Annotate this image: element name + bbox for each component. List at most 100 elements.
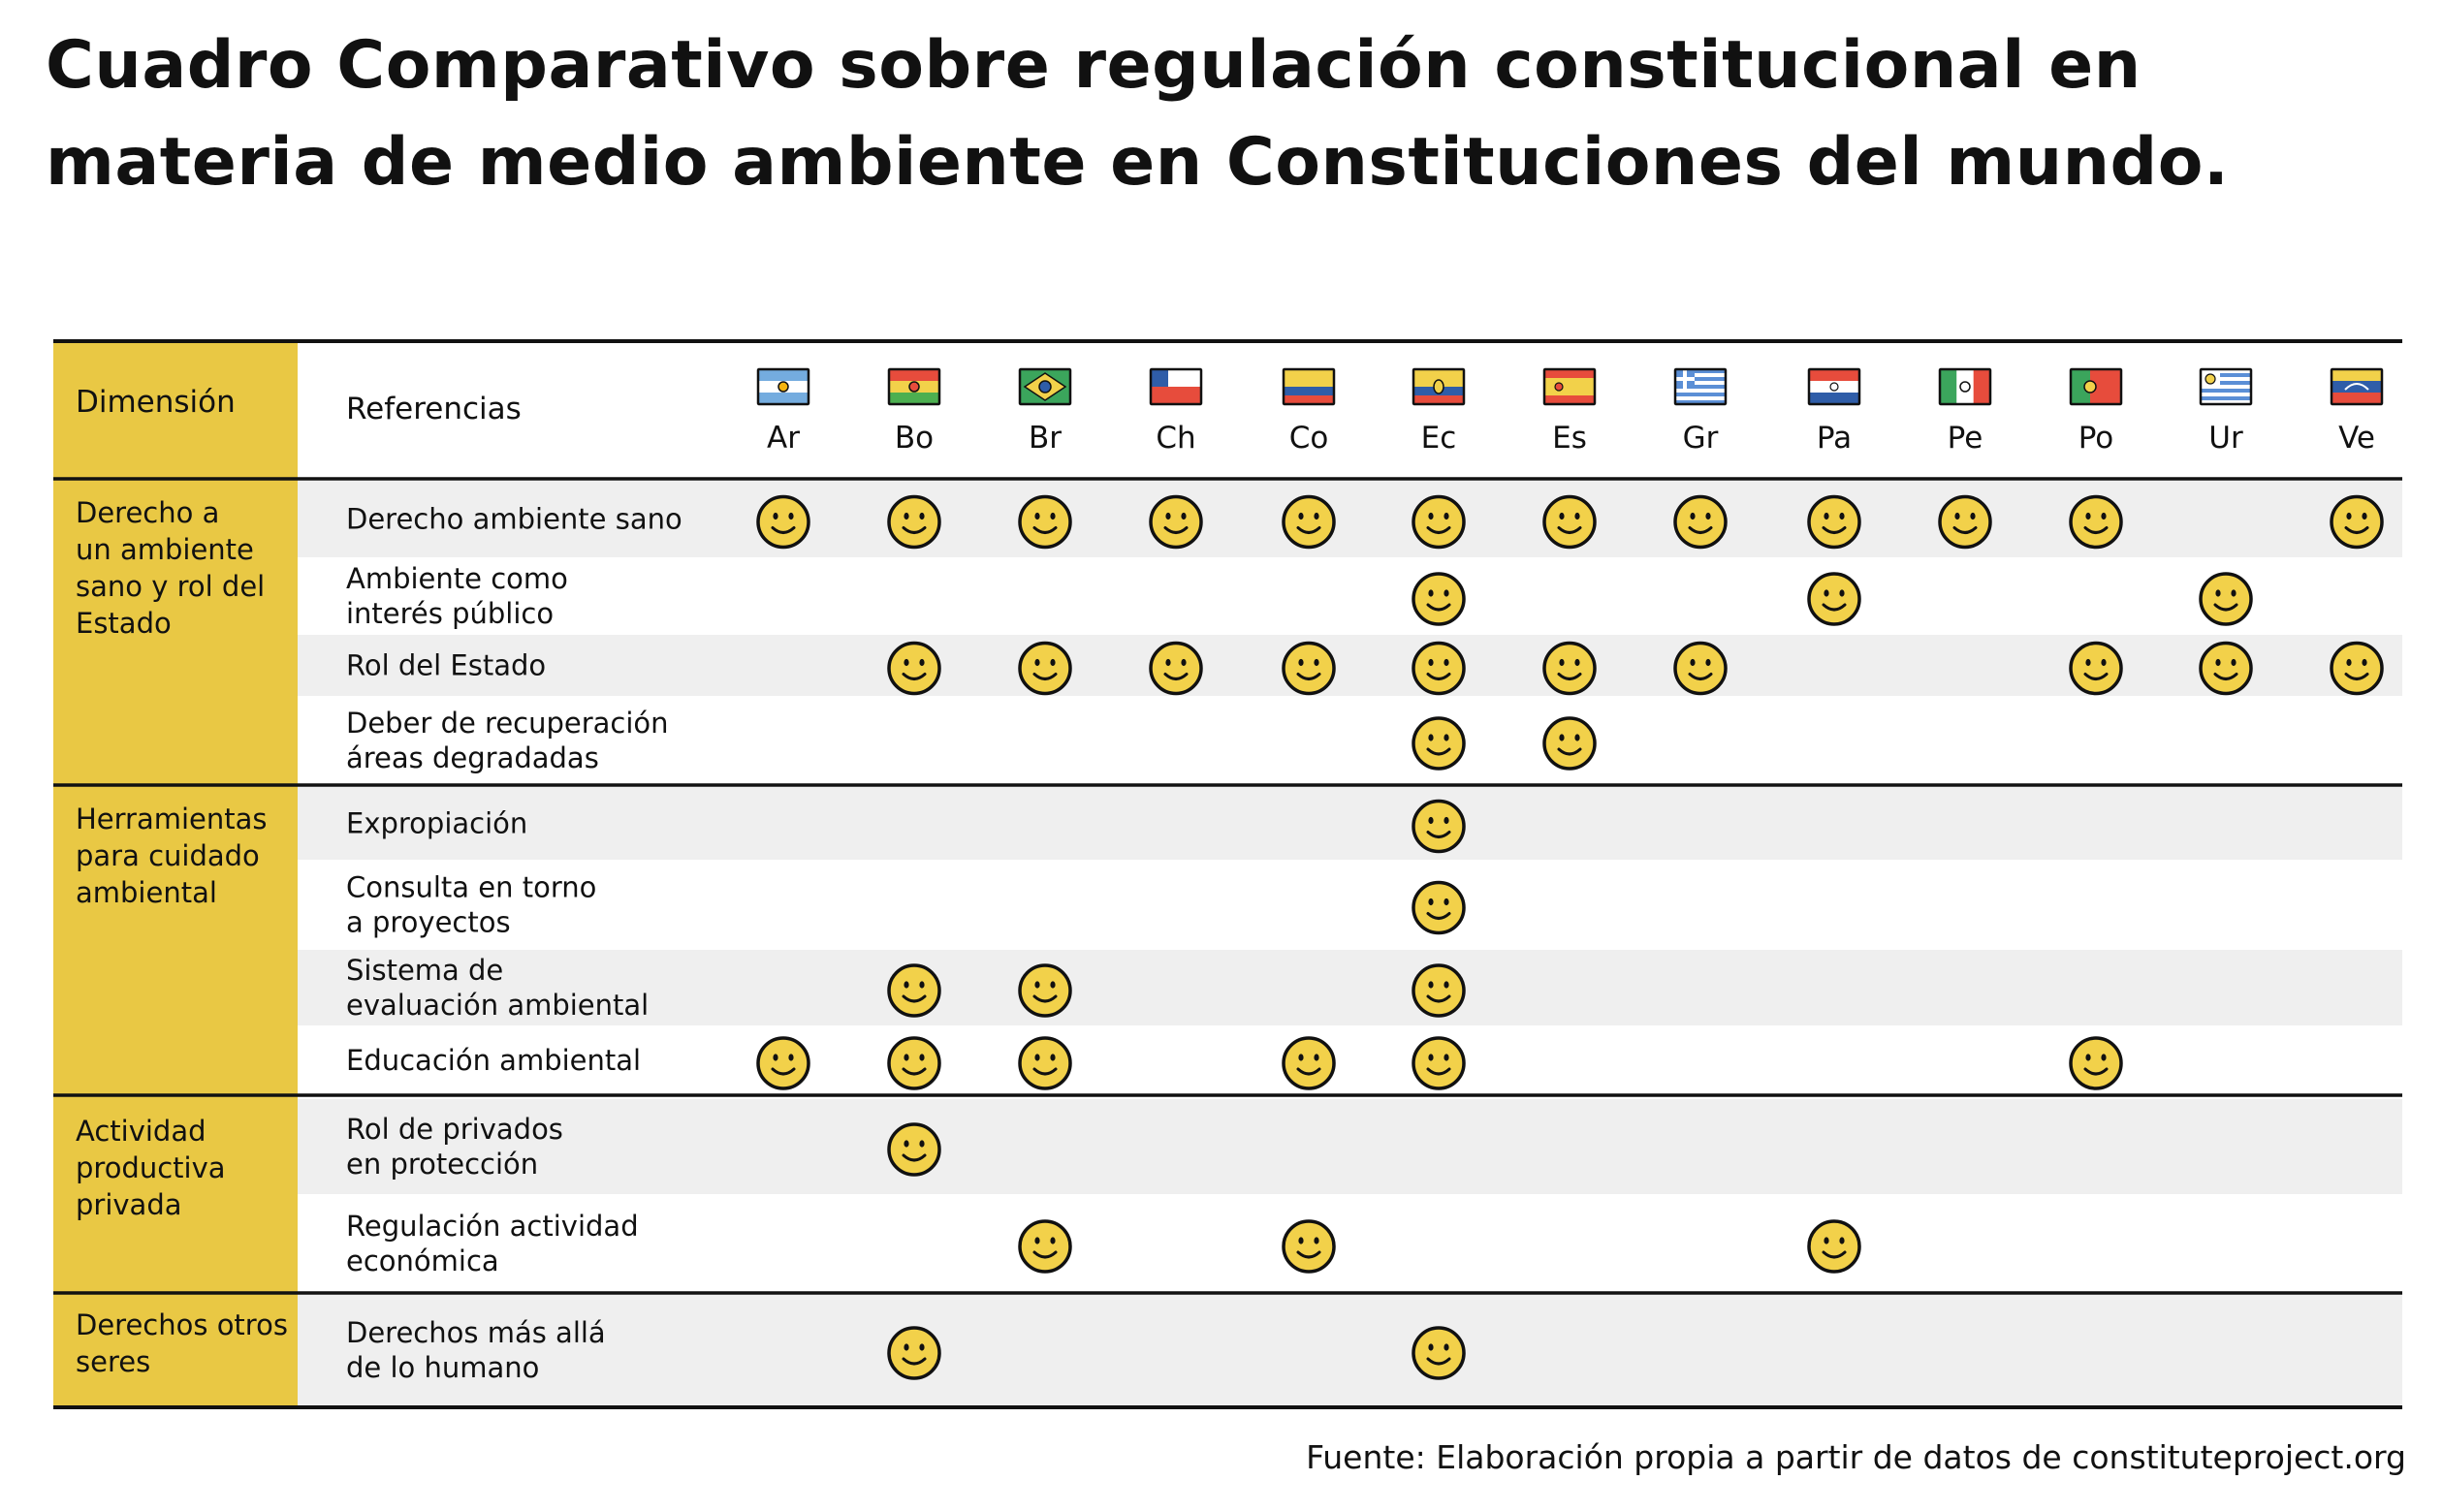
country-label: Pe: [1948, 421, 1983, 456]
country-label: Gr: [1683, 421, 1719, 456]
smiley-icon: [1018, 641, 1072, 696]
smiley-icon: [1412, 880, 1466, 935]
country-label: Ur: [2208, 421, 2243, 456]
country-label: Ec: [1421, 421, 1457, 456]
smiley-icon: [1412, 1326, 1466, 1380]
smiley-icon: [2330, 494, 2384, 550]
reference-label: Regulación actividad: [346, 1210, 639, 1243]
argentina-flag-icon: [756, 367, 810, 406]
source-note: Fuente: Elaboración propia a partir de d…: [1306, 1438, 2406, 1476]
country-label: Bo: [895, 421, 934, 456]
reference-label: Educación ambiental: [346, 1044, 641, 1077]
smiley-icon: [1807, 1219, 1861, 1274]
dimension-label: privada: [76, 1188, 182, 1221]
portugal-flag-icon: [2069, 367, 2123, 406]
smiley-icon: [1542, 716, 1597, 771]
country-label: Pa: [1817, 421, 1852, 456]
smiley-icon: [1412, 572, 1466, 626]
reference-label: Sistema de: [346, 954, 503, 987]
uruguay-flag-icon: [2199, 367, 2253, 406]
table-row: [298, 787, 2402, 860]
smiley-icon: [887, 1326, 941, 1380]
smiley-icon: [1282, 641, 1336, 696]
smiley-icon: [887, 963, 941, 1018]
country-label: Ch: [1156, 421, 1195, 456]
table-row: [298, 1194, 2402, 1293]
table-row: [298, 696, 2402, 785]
smiley-icon: [2069, 1036, 2123, 1090]
smiley-icon: [2069, 641, 2123, 696]
reference-label: Derechos más allá: [346, 1316, 606, 1349]
reference-label: de lo humano: [346, 1351, 539, 1384]
page-title: Cuadro Comparativo sobre regulación cons…: [46, 27, 2230, 201]
greece-flag-icon: [1673, 367, 1728, 406]
table-row: [298, 635, 2402, 696]
smiley-icon: [1412, 641, 1466, 696]
country-label: Co: [1289, 421, 1329, 456]
dimension-label: Derecho a: [76, 496, 219, 529]
reference-header: Referencias: [346, 392, 522, 426]
smiley-icon: [1149, 494, 1203, 550]
smiley-icon: [2199, 641, 2253, 696]
smiley-icon: [1412, 799, 1466, 854]
reference-label: evaluación ambiental: [346, 989, 649, 1022]
smiley-icon: [1412, 494, 1466, 550]
smiley-icon: [887, 641, 941, 696]
table-row: [298, 557, 2402, 635]
smiley-icon: [1938, 494, 1992, 550]
paraguay-flag-icon: [1807, 367, 1861, 406]
table-row: [298, 1025, 2402, 1095]
table-row: [298, 1099, 2402, 1194]
smiley-icon: [2330, 641, 2384, 696]
reference-label: Derecho ambiente sano: [346, 503, 682, 536]
smiley-icon: [887, 494, 941, 550]
dimension-label: seres: [76, 1345, 150, 1378]
reference-label: Ambiente como: [346, 562, 568, 595]
reference-label: Expropiación: [346, 807, 527, 840]
smiley-icon: [1018, 963, 1072, 1018]
smiley-icon: [1412, 716, 1466, 771]
smiley-icon: [1282, 494, 1336, 550]
reference-label: Rol del Estado: [346, 649, 546, 682]
country-label: Ve: [2338, 421, 2375, 456]
dimension-label: Actividad: [76, 1115, 206, 1148]
dimension-label: Herramientas: [76, 803, 268, 835]
smiley-icon: [1673, 641, 1728, 696]
country-label: Br: [1029, 421, 1062, 456]
smiley-icon: [1673, 494, 1728, 550]
smiley-icon: [2069, 494, 2123, 550]
reference-label: económica: [346, 1244, 499, 1277]
dimension-label: sano y rol del: [76, 570, 265, 603]
table-row: [298, 481, 2402, 557]
country-label: Es: [1552, 421, 1587, 456]
smiley-icon: [1282, 1036, 1336, 1090]
dimension-label: ambiental: [76, 876, 217, 909]
smiley-icon: [1149, 641, 1203, 696]
reference-label: a proyectos: [346, 906, 511, 939]
smiley-icon: [1018, 1219, 1072, 1274]
spain-flag-icon: [1542, 367, 1597, 406]
venezuela-flag-icon: [2330, 367, 2384, 406]
dimension-header: Dimensión: [76, 385, 236, 420]
smiley-icon: [2199, 572, 2253, 626]
mexico-flag-icon: [1938, 367, 1992, 406]
smiley-icon: [887, 1122, 941, 1177]
reference-label: Consulta en torno: [346, 871, 596, 904]
smiley-icon: [1018, 1036, 1072, 1090]
dimension-column: [53, 343, 298, 1407]
dimension-label: productiva: [76, 1151, 226, 1184]
smiley-icon: [1412, 963, 1466, 1018]
reference-label: Deber de recuperación: [346, 707, 669, 740]
table-row: [298, 1293, 2402, 1407]
reference-label: interés público: [346, 597, 554, 630]
dimension-label: para cuidado: [76, 839, 260, 872]
table-row: [298, 860, 2402, 950]
table-row: [298, 950, 2402, 1025]
smiley-icon: [1807, 572, 1861, 626]
country-label: Po: [2078, 421, 2114, 456]
smiley-icon: [1412, 1036, 1466, 1090]
smiley-icon: [1807, 494, 1861, 550]
reference-label: áreas degradadas: [346, 741, 599, 774]
smiley-icon: [887, 1036, 941, 1090]
